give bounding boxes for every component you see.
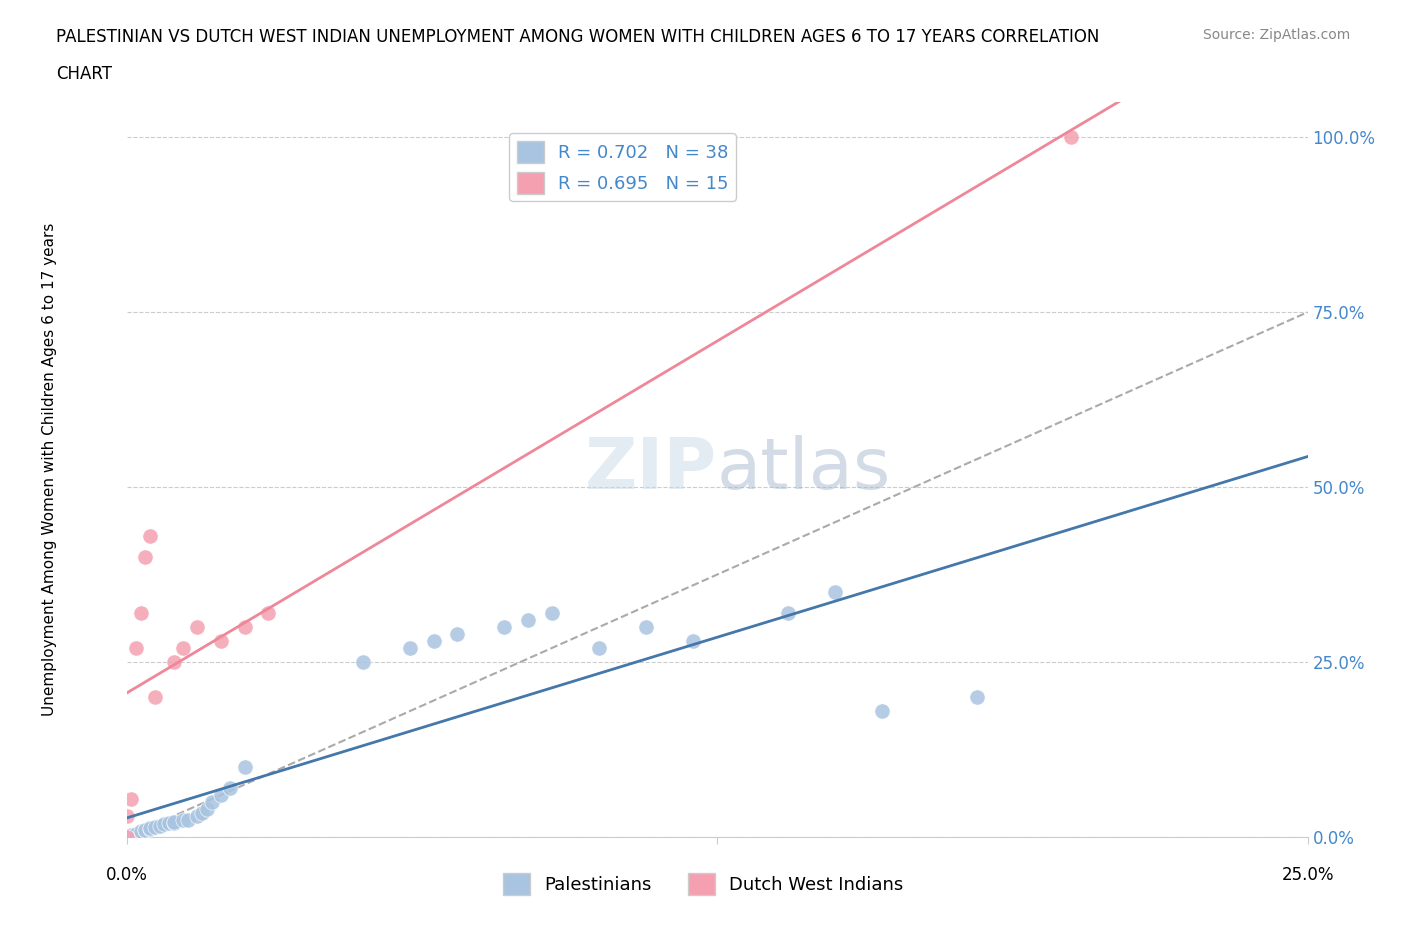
Point xyxy=(129,825,152,840)
Point xyxy=(163,814,186,829)
Point xyxy=(446,627,468,642)
Text: PALESTINIAN VS DUTCH WEST INDIAN UNEMPLOYMENT AMONG WOMEN WITH CHILDREN AGES 6 T: PALESTINIAN VS DUTCH WEST INDIAN UNEMPLO… xyxy=(56,28,1099,46)
Point xyxy=(163,816,186,830)
Point xyxy=(115,808,138,823)
Point xyxy=(115,830,138,844)
Point xyxy=(233,619,256,634)
Point xyxy=(257,605,280,620)
Text: atlas: atlas xyxy=(717,435,891,504)
Point xyxy=(143,690,166,705)
Point xyxy=(352,655,374,670)
Text: Source: ZipAtlas.com: Source: ZipAtlas.com xyxy=(1202,28,1350,42)
Point xyxy=(540,605,562,620)
Point xyxy=(153,817,176,831)
Point xyxy=(149,818,172,833)
Point xyxy=(422,633,444,648)
Point xyxy=(219,780,242,795)
Point xyxy=(120,828,142,843)
Legend: R = 0.702   N = 38, R = 0.695   N = 15: R = 0.702 N = 38, R = 0.695 N = 15 xyxy=(509,133,735,201)
Point xyxy=(209,788,232,803)
Point xyxy=(966,690,988,705)
Point xyxy=(172,641,194,656)
Point xyxy=(134,822,156,837)
Point xyxy=(186,808,208,823)
Point xyxy=(139,528,162,543)
Point xyxy=(134,822,156,837)
Text: 0.0%: 0.0% xyxy=(105,867,148,884)
Point xyxy=(125,641,148,656)
Point xyxy=(824,585,846,600)
Text: CHART: CHART xyxy=(56,65,112,83)
Point xyxy=(399,641,422,656)
Point xyxy=(120,791,142,806)
Point xyxy=(588,641,610,656)
Point xyxy=(143,819,166,834)
Point xyxy=(233,760,256,775)
Point xyxy=(517,613,540,628)
Text: ZIP: ZIP xyxy=(585,435,717,504)
Point xyxy=(1060,130,1083,145)
Point xyxy=(129,824,152,839)
Point xyxy=(115,830,138,844)
Point xyxy=(139,820,162,835)
Point xyxy=(163,655,186,670)
Point xyxy=(776,605,799,620)
Text: Unemployment Among Women with Children Ages 6 to 17 years: Unemployment Among Women with Children A… xyxy=(42,223,58,716)
Point xyxy=(177,812,200,827)
Point xyxy=(157,816,180,830)
Point xyxy=(172,812,194,827)
Point xyxy=(494,619,516,634)
Point xyxy=(139,821,162,836)
Point xyxy=(636,619,658,634)
Point xyxy=(134,550,156,565)
Text: 25.0%: 25.0% xyxy=(1281,867,1334,884)
Point xyxy=(200,794,222,809)
Point xyxy=(129,605,152,620)
Point xyxy=(125,826,148,841)
Point xyxy=(195,802,218,817)
Legend: Palestinians, Dutch West Indians: Palestinians, Dutch West Indians xyxy=(495,866,911,902)
Point xyxy=(191,805,214,820)
Point xyxy=(186,619,208,634)
Point xyxy=(209,633,232,648)
Point xyxy=(682,633,704,648)
Point xyxy=(872,704,894,719)
